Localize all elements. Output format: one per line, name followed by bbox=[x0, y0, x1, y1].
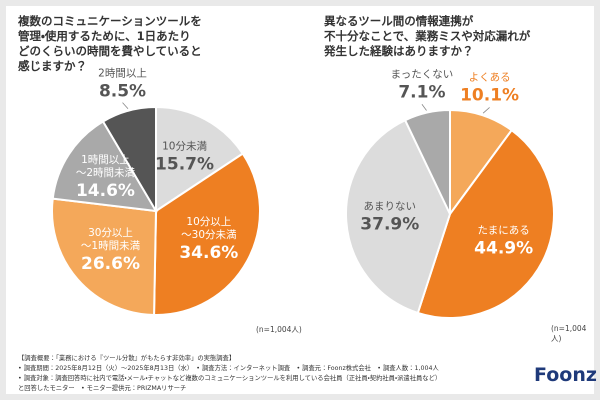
category-label: まったくない bbox=[390, 68, 454, 81]
leader-line bbox=[421, 104, 427, 111]
logo: Foonz bbox=[534, 364, 597, 386]
category-label: よくある bbox=[468, 71, 511, 84]
footer-line: • 調査対象：調査回答時に社内で電話・メール・チャットなど複数のコミュニケーショ… bbox=[18, 375, 442, 382]
leader-line bbox=[482, 107, 490, 114]
pie-slice bbox=[403, 108, 451, 215]
pie-slice bbox=[155, 105, 245, 213]
footer-line: と回答したモニター • モニター提供元：PRIZMAリサーチ bbox=[18, 385, 187, 392]
slice-label: 10分以上 〜30分未満 34.6% bbox=[179, 216, 238, 264]
slice-label: まったくない 7.1% bbox=[391, 69, 454, 104]
footer: 【調査概要：「業務における『ツール分散』がもたらす非効率」の実態調査】 • 調査期… bbox=[18, 354, 441, 394]
value-label: 44.9% bbox=[474, 238, 534, 259]
pie-slice bbox=[51, 120, 158, 213]
value-label: 10.1% bbox=[460, 85, 520, 106]
chart-title: 感じますか？ bbox=[18, 59, 87, 73]
value-label: 34.6% bbox=[179, 243, 239, 264]
chart-title: どのくらいの時間を費やしていると bbox=[18, 44, 202, 58]
value-label: 7.1% bbox=[398, 82, 446, 103]
leader-line bbox=[122, 102, 129, 109]
category-label: 10分以上 〜30分未満 bbox=[181, 216, 237, 242]
value-label: 8.5% bbox=[98, 81, 147, 102]
slice-label: 2時間以上 8.5% bbox=[98, 67, 147, 102]
card: 【調査概要：「業務における『ツール分散』がもたらす非効率」の実態調査】 • 調査期… bbox=[6, 6, 597, 394]
category-label: 2時間以上 bbox=[98, 67, 147, 80]
category-label: 10分未満 bbox=[162, 140, 207, 153]
value-label: 26.6% bbox=[81, 253, 140, 274]
category-label: あまりない bbox=[363, 200, 417, 213]
value-label: 37.9% bbox=[360, 214, 420, 235]
sample-note: (n=1,004人) bbox=[551, 324, 587, 343]
slice-label: あまりない 37.9% bbox=[360, 200, 419, 235]
chart-title: 発生した経験はありますか？ bbox=[324, 44, 474, 58]
sample-note: (n=1,004人) bbox=[256, 325, 302, 334]
footer-line: 【調査概要：「業務における『ツール分散』がもたらす非効率」の実態調査】 bbox=[18, 355, 236, 362]
pie-slice bbox=[345, 118, 452, 315]
footer-line: • 調査期間：2025年8月12日（火）〜2025年8月13日（水） • 調査方… bbox=[18, 365, 439, 372]
value-label: 15.7% bbox=[155, 154, 215, 175]
category-label: 30分以上 〜1時間未満 bbox=[80, 226, 141, 252]
pie-slice bbox=[416, 128, 555, 319]
slice-label: たまにある 44.9% bbox=[474, 224, 533, 259]
pie-slice bbox=[51, 197, 158, 317]
pie-slice bbox=[153, 152, 261, 316]
slice-label: よくある 10.1% bbox=[460, 72, 519, 107]
slice-label: 1時間以上 〜2時間未満 14.6% bbox=[76, 154, 135, 202]
chart-title: 不十分なことで、業務ミスや対応漏れが bbox=[324, 29, 531, 43]
chart-title: 異なるツール間の情報連携が bbox=[324, 14, 474, 28]
slice-label: 30分以上 〜1時間未満 26.6% bbox=[81, 227, 140, 275]
pie-slice bbox=[101, 105, 157, 215]
chart-title: 管理・使用するために、1日あたり bbox=[18, 29, 191, 43]
value-label: 14.6% bbox=[75, 181, 135, 202]
chart-title: 複数のコミュニケーションツールを bbox=[18, 14, 202, 28]
category-label: 1時間以上 〜2時間未満 bbox=[75, 154, 136, 180]
category-label: たまにある bbox=[477, 224, 530, 237]
chart bbox=[51, 102, 555, 319]
slice-label: 10分未満 15.7% bbox=[155, 140, 214, 175]
